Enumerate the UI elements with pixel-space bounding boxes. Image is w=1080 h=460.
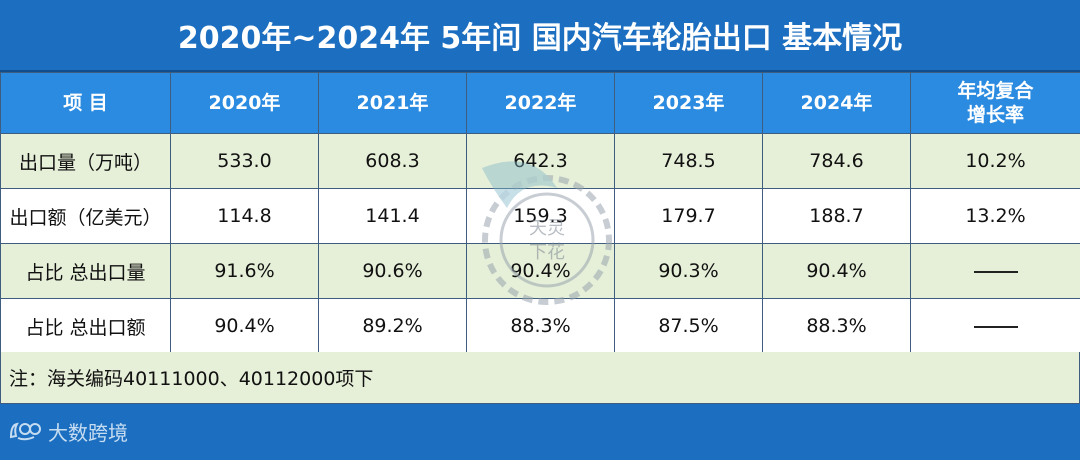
table-cell: 90.4%	[170, 298, 319, 354]
table-cell: 642.3	[466, 133, 615, 189]
table-cell: 179.7	[614, 188, 763, 244]
table-cell: 188.7	[762, 188, 911, 244]
table-cell: 90.4%	[466, 243, 615, 299]
table-cell: 91.6%	[170, 243, 319, 299]
table-cell: 90.3%	[614, 243, 763, 299]
header-cagr: 年均复合 增长率	[910, 72, 1080, 134]
table-cell: 748.5	[614, 133, 763, 189]
cagr-cell: 10.2%	[910, 133, 1080, 189]
header-year: 2023年	[614, 72, 763, 134]
dash-placeholder	[973, 270, 1018, 273]
table-row: 占比 总出口量 91.6% 90.6% 90.4% 90.3% 90.4%	[0, 243, 1080, 299]
table-cell: 88.3%	[762, 298, 911, 354]
table-cell: 784.6	[762, 133, 911, 189]
header-item: 项 目	[0, 72, 171, 134]
header-year: 2024年	[762, 72, 911, 134]
brand-name: 大数跨境	[48, 420, 128, 445]
table-cell: 533.0	[170, 133, 319, 189]
footer-bar	[0, 404, 1080, 460]
export-table: 项 目 2020年 2021年 2022年 2023年 2024年 年均复合 增…	[0, 72, 1080, 354]
header-cagr-line1: 年均复合	[957, 80, 1034, 102]
table-cell: 90.4%	[762, 243, 911, 299]
table-cell: 114.8	[170, 188, 319, 244]
table-cell: 159.3	[466, 188, 615, 244]
row-label: 出口额（亿美元）	[0, 188, 171, 244]
header-row: 项 目 2020年 2021年 2022年 2023年 2024年 年均复合 增…	[0, 72, 1080, 134]
header-year: 2022年	[466, 72, 615, 134]
table-cell: 141.4	[318, 188, 467, 244]
header-cagr-line2: 增长率	[966, 104, 1024, 126]
brand-logo-icon	[9, 422, 41, 441]
table-cell: 608.3	[318, 133, 467, 189]
table-cell: 88.3%	[466, 298, 615, 354]
table-row: 出口额（亿美元） 114.8 141.4 159.3 179.7 188.7 1…	[0, 188, 1080, 244]
table-title: 2020年~2024年 5年间 国内汽车轮胎出口 基本情况	[0, 0, 1080, 72]
dash-placeholder	[973, 325, 1018, 328]
cagr-cell-empty	[910, 243, 1080, 299]
table-cell: 89.2%	[318, 298, 467, 354]
row-label: 占比 总出口量	[0, 243, 171, 299]
table-cell: 90.6%	[318, 243, 467, 299]
cagr-cell: 13.2%	[910, 188, 1080, 244]
footnote: 注：海关编码40111000、40112000项下	[0, 352, 1080, 404]
row-label: 出口量（万吨）	[0, 133, 171, 189]
table-cell: 87.5%	[614, 298, 763, 354]
header-year: 2020年	[170, 72, 319, 134]
brand: 大数跨境	[8, 418, 128, 445]
row-label: 占比 总出口额	[0, 298, 171, 354]
table-row: 占比 总出口额 90.4% 89.2% 88.3% 87.5% 88.3%	[0, 298, 1080, 354]
header-year: 2021年	[318, 72, 467, 134]
table-row: 出口量（万吨） 533.0 608.3 642.3 748.5 784.6 10…	[0, 133, 1080, 189]
cagr-cell-empty	[910, 298, 1080, 354]
